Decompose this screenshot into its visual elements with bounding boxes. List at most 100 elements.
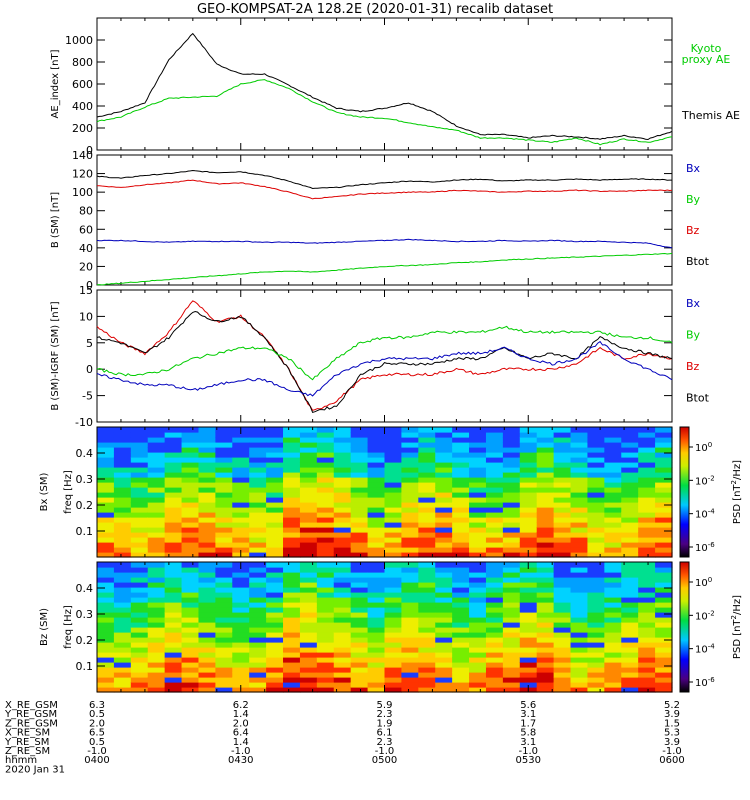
heatmap-cell [266,537,284,543]
heatmap-cell [147,642,166,648]
heatmap-cell [147,687,166,693]
heatmap-cell [266,657,284,663]
heatmap-cell [435,507,453,513]
heatmap-cell [316,432,335,438]
heatmap-cell [113,462,132,468]
heatmap-cell [621,572,639,578]
heatmap-cell [418,502,436,508]
heatmap-cell [113,612,132,618]
heatmap-cell [198,452,216,458]
heatmap-cell [604,602,622,608]
heatmap-cell [469,502,487,508]
heatmap-cell [266,567,284,573]
heatmap-cell [316,487,335,493]
heatmap-cell [655,442,673,448]
heatmap-cell [299,667,318,673]
heatmap-cell [638,617,656,623]
heatmap-cell [283,487,301,493]
heatmap-cell [249,497,267,503]
heatmap-cell [384,582,403,588]
heatmap-cell [401,562,419,568]
heatmap-cell [570,522,589,528]
heatmap-cell [316,472,335,478]
heatmap-cell [519,567,538,573]
heatmap-cell [130,512,149,518]
heatmap-cell [130,497,149,503]
heatmap-cell [164,672,183,678]
heatmap-cell [266,497,284,503]
heatmap-cell [147,497,166,503]
legend-kyoto-2: proxy AE [682,53,731,66]
heatmap-cell [316,552,335,558]
heatmap-cell [604,467,622,473]
heatmap-cell [350,542,369,548]
heatmap-cell [418,687,436,693]
heatmap-cell [536,662,555,668]
heatmap-cell [316,517,335,523]
heatmap-cell [655,467,673,473]
y-tick-label: 0.2 [76,499,94,512]
heatmap-cell [249,657,267,663]
heatmap-cell [655,677,673,683]
heatmap-cell [553,587,572,593]
heatmap-cell [350,532,369,538]
heatmap-cell [435,487,453,493]
heatmap-cell [401,492,419,498]
ephem-cell: 0600 [659,755,684,766]
heatmap-cell [367,577,386,583]
heatmap-cell [604,502,622,508]
y-tick-label: -10 [75,416,93,429]
heatmap-cell [147,567,166,573]
heatmap-cell [435,492,453,498]
heatmap-cell [113,647,132,653]
heatmap-cell [655,502,673,508]
heatmap-cell [553,572,572,578]
heatmap-cell [570,432,589,438]
heatmap-cell [266,482,284,488]
heatmap-cell [147,442,166,448]
heatmap-cell [350,602,369,608]
heatmap-cell [452,492,470,498]
heatmap-cell [333,652,352,658]
heatmap-cell [198,442,216,448]
heatmap-cell [113,447,132,453]
heatmap-cell [350,652,369,658]
colorbar-tick-label: 10-2 [695,609,715,622]
heatmap-cell [215,547,233,553]
heatmap-cell [232,647,250,653]
heatmap-cell [587,432,605,438]
heatmap-cell [570,467,589,473]
heatmap-cell [198,542,216,548]
heatmap-cell [553,622,572,628]
colorbar-label: PSD [nT2/Hz] [730,460,743,524]
heatmap-cell [485,447,504,453]
heatmap-cell [164,552,183,558]
heatmap-cell [283,532,301,538]
heatmap-cell [553,597,572,603]
heatmap-cell [621,567,639,573]
heatmap-cell [232,627,250,633]
heatmap-cell [452,432,470,438]
heatmap-cell [655,577,673,583]
heatmap-cell [418,442,436,448]
heatmap-cell [570,447,589,453]
heatmap-cell [553,612,572,618]
heatmap-cell [97,617,115,623]
heatmap-cell [469,527,487,533]
y-tick-label: 0 [86,279,93,292]
heatmap-cell [401,667,419,673]
heatmap-cell [485,592,504,598]
heatmap-cell [164,617,183,623]
heatmap-cell [266,512,284,518]
heatmap-cell [638,647,656,653]
heatmap-cell [485,492,504,498]
heatmap-cell [638,482,656,488]
heatmap-cell [435,647,453,653]
heatmap-cell [536,482,555,488]
heatmap-cell [164,622,183,628]
heatmap-cell [519,577,538,583]
heatmap-cell [485,487,504,493]
heatmap-cell [333,632,352,638]
heatmap-cell [401,487,419,493]
heatmap-cell [485,452,504,458]
